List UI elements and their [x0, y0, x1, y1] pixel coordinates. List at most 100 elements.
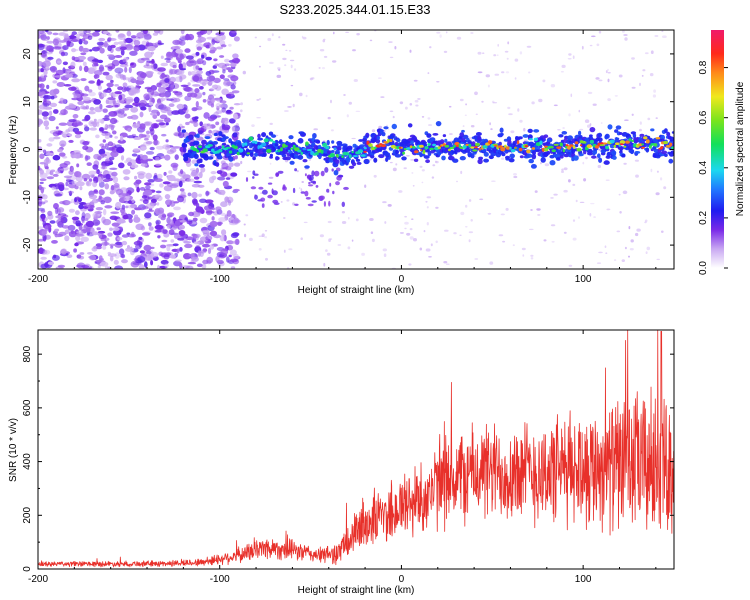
spectrogram-band-peak [600, 142, 604, 145]
spectrogram-band-core [244, 142, 248, 146]
spectrogram-noise-cell [205, 190, 210, 197]
spectrogram-noise-cell [311, 170, 315, 177]
spectrogram-noise-cell [111, 59, 120, 67]
spectrogram-noise-cell [64, 200, 72, 205]
spectrogram-noise-cell [57, 60, 62, 64]
spectrogram-band-core [241, 142, 245, 147]
spectrogram-noise-cell [550, 224, 556, 227]
spectrogram-band-cell [410, 140, 414, 145]
spectrogram-noise-cell [117, 237, 123, 241]
spectrogram-band-cell [257, 133, 261, 139]
spectrogram-noise-cell [145, 151, 155, 155]
spectrogram-noise-cell [76, 230, 84, 234]
spectrogram-noise-cell [191, 183, 201, 188]
spectrogram-noise-cell [326, 252, 331, 256]
spectrogram-band-cell [276, 156, 280, 160]
spectrogram-noise-cell [572, 55, 575, 59]
spectrogram-noise-cell [66, 40, 71, 47]
spectrogram-noise-cell [62, 61, 68, 66]
spectrogram-noise-cell [185, 33, 190, 41]
spectrogram-band-cell [615, 125, 622, 130]
spectrogram-noise-cell [623, 34, 628, 36]
spectrogram-band-cell [600, 149, 607, 154]
spectrogram-noise-cell [93, 190, 99, 195]
spectrogram-noise-cell [219, 74, 225, 79]
spectrogram-noise-cell [228, 162, 234, 168]
spectrogram-noise-cell [115, 201, 122, 209]
spectrogram-band-cell [212, 141, 218, 145]
spectrogram-band-peak [494, 144, 498, 147]
spectrogram-noise-cell [604, 245, 607, 248]
spectrogram-noise-cell [411, 172, 414, 174]
spectrogram-noise-cell [81, 211, 86, 219]
spectrogram-noise-cell [514, 58, 519, 62]
spectrogram-noise-cell [140, 146, 147, 151]
spectrogram-noise-cell [79, 186, 83, 191]
spectrogram-noise-cell [143, 96, 150, 101]
spectrogram-noise-cell [113, 259, 119, 265]
spectrogram-band-cell [261, 132, 267, 138]
spectrogram-noise-cell [215, 46, 224, 50]
spectrogram-noise-cell [44, 166, 49, 170]
spectrogram-noise-cell [563, 167, 568, 171]
spectrogram-noise-cell [445, 263, 450, 266]
spectrogram-noise-cell [456, 180, 458, 183]
spectrogram-noise-cell [150, 88, 155, 96]
spectrogram-noise-cell [103, 196, 112, 204]
spectrogram-noise-cell [66, 120, 74, 127]
spectrogram-noise-cell [581, 45, 584, 50]
spectrogram-noise-cell [215, 255, 220, 263]
spectrogram-band-cell [378, 148, 383, 152]
spectrogram-noise-cell [567, 58, 572, 60]
spectrogram-noise-cell [530, 254, 534, 257]
spectrogram-noise-cell [283, 217, 286, 219]
spectrogram-band-core [505, 146, 511, 150]
spectrogram-noise-cell [308, 158, 312, 161]
spectrogram-noise-cell [607, 98, 611, 102]
spectrogram-noise-cell [572, 183, 576, 186]
spectrogram-noise-cell [351, 137, 356, 140]
spectrogram-noise-cell [181, 125, 185, 129]
spectrogram-band-cell [534, 149, 541, 153]
spectrogram-noise-cell [107, 33, 112, 37]
spectrogram-noise-cell [352, 49, 356, 52]
spectrogram-noise-cell [345, 31, 349, 33]
spectrogram-noise-cell [369, 39, 373, 42]
spectrogram-band-core [287, 149, 291, 152]
spectrogram-noise-cell [500, 213, 505, 216]
spectrogram-noise-cell [579, 128, 584, 131]
spectrogram-band-cell [215, 162, 220, 167]
spectrogram-noise-cell [172, 243, 179, 247]
spectrogram-y-tick-label: 10 [22, 96, 33, 108]
spectrogram-noise-cell [133, 39, 141, 46]
spectrogram-noise-cell [45, 126, 49, 130]
spectrogram-noise-cell [122, 169, 131, 175]
spectrogram-noise-cell [568, 53, 572, 56]
spectrogram-noise-cell [247, 170, 252, 173]
spectrogram-noise-cell [403, 167, 407, 170]
spectrogram-band-core [553, 143, 559, 146]
spectrogram-noise-cell [304, 190, 309, 197]
spectrogram-noise-cell [230, 266, 236, 269]
spectrogram-noise-cell [135, 179, 142, 185]
spectrogram-noise-cell [53, 109, 59, 114]
spectrogram-band-cell [358, 139, 364, 142]
spectrogram-noise-cell [38, 247, 44, 254]
spectrogram-noise-cell [144, 261, 148, 268]
spectrogram-noise-cell [593, 216, 596, 218]
spectrogram-noise-cell [343, 186, 349, 190]
spectrogram-noise-cell [605, 70, 608, 74]
spectrogram-noise-cell [46, 143, 53, 147]
spectrogram-noise-cell [494, 73, 500, 76]
spectrogram-band-cell [605, 155, 611, 159]
spectrogram-band-core [458, 143, 461, 148]
spectrogram-noise-cell [215, 206, 222, 212]
spectrogram-noise-cell [137, 154, 141, 161]
spectrogram-noise-cell [85, 227, 91, 233]
spectrogram-noise-cell [120, 135, 124, 142]
spectrogram-noise-cell [636, 228, 641, 232]
spectrogram-noise-cell [91, 59, 100, 62]
spectrogram-noise-cell [464, 114, 467, 116]
spectrogram-noise-cell [271, 188, 274, 194]
